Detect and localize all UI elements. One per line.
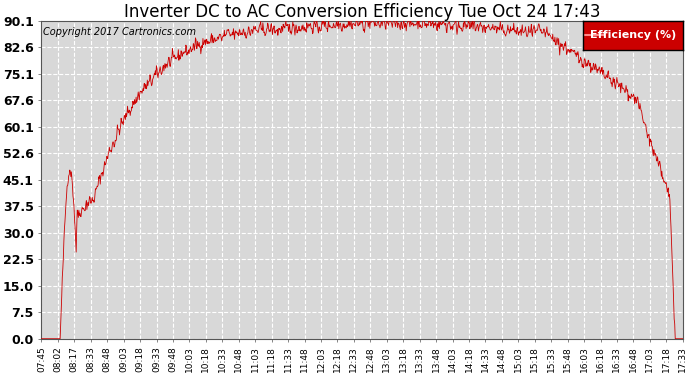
Text: Copyright 2017 Cartronics.com: Copyright 2017 Cartronics.com [43,27,196,37]
Title: Inverter DC to AC Conversion Efficiency Tue Oct 24 17:43: Inverter DC to AC Conversion Efficiency … [124,3,600,21]
